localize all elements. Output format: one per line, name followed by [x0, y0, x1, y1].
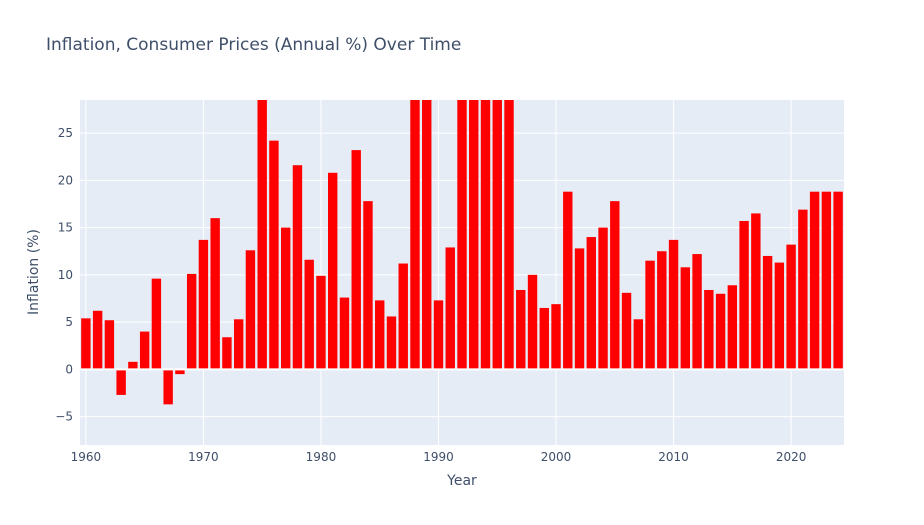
bar-1989 [422, 100, 432, 370]
chart-title: Inflation, Consumer Prices (Annual %) Ov… [46, 35, 461, 55]
bar-1961 [92, 310, 103, 370]
bar-2013 [704, 289, 714, 370]
bar-2012 [692, 254, 702, 370]
bar-1981 [328, 172, 338, 370]
bar-1985 [375, 300, 385, 370]
bar-2008 [645, 260, 655, 370]
bar-1983 [351, 150, 361, 370]
x-tick-label: 1980 [306, 450, 337, 464]
bar-1968 [175, 369, 185, 375]
bar-1974 [245, 250, 256, 370]
bar-1964 [128, 361, 138, 370]
bar-2006 [621, 292, 632, 370]
bar-2020 [786, 244, 796, 370]
y-tick-label: 25 [58, 126, 73, 140]
bar-2004 [598, 227, 608, 370]
bar-1971 [210, 218, 220, 370]
bar-1975 [257, 100, 267, 370]
bar-2018 [762, 255, 773, 370]
bar-1962 [104, 320, 115, 370]
bar-1977 [280, 227, 291, 370]
bars [81, 100, 843, 405]
bar-1980 [316, 275, 326, 370]
bar-1976 [269, 140, 279, 370]
y-tick-label: −5 [55, 410, 73, 424]
bar-1999 [539, 307, 549, 370]
y-tick-label: 10 [58, 268, 73, 282]
bar-1995 [492, 100, 502, 370]
bar-1988 [410, 100, 420, 370]
x-tick-label: 2010 [658, 450, 689, 464]
bar-2009 [657, 251, 667, 370]
y-tick-labels: −5 0 5 10 15 20 25 [55, 126, 73, 424]
bar-1987 [398, 263, 408, 370]
bar-1967 [163, 369, 173, 405]
bar-1963 [116, 369, 126, 395]
x-tick-label: 1990 [423, 450, 454, 464]
bar-2001 [563, 191, 573, 370]
x-tick-label: 1970 [188, 450, 219, 464]
bar-1960 [81, 318, 91, 370]
y-tick-label: 20 [58, 173, 73, 187]
bar-2015 [727, 285, 738, 370]
x-tick-label: 2000 [541, 450, 572, 464]
y-axis-title: Inflation (%) [26, 229, 42, 315]
bar-1966 [151, 278, 162, 370]
bar-1998 [527, 274, 538, 370]
bar-1992 [457, 100, 467, 370]
bar-1969 [186, 273, 197, 370]
bar-1978 [292, 165, 303, 370]
bar-1972 [222, 337, 232, 370]
bar-2010 [668, 239, 679, 370]
y-tick-label: 15 [58, 221, 73, 235]
bar-1996 [504, 100, 514, 370]
bar-2016 [739, 220, 749, 370]
bar-2007 [633, 319, 644, 370]
bar-2023 [821, 191, 832, 370]
x-tick-label: 1960 [71, 450, 102, 464]
bar-1965 [139, 331, 150, 370]
bar-2019 [774, 262, 785, 370]
bar-1994 [480, 100, 491, 370]
x-tick-label: 2020 [776, 450, 807, 464]
bar-1982 [339, 297, 350, 370]
bar-2005 [610, 201, 620, 370]
bar-2000 [551, 304, 561, 370]
y-tick-label: 0 [65, 362, 73, 376]
bar-2003 [586, 237, 596, 370]
bar-2014 [715, 293, 726, 370]
x-axis-title: Year [446, 473, 477, 489]
bar-1986 [386, 316, 397, 370]
bar-1997 [516, 289, 526, 370]
bar-1979 [304, 259, 314, 370]
bar-1973 [233, 319, 244, 370]
bar-2011 [680, 267, 691, 370]
bar-1970 [198, 239, 209, 370]
x-tick-labels: 1960 1970 1980 1990 2000 2010 2020 [71, 450, 807, 464]
bar-1993 [469, 100, 479, 370]
bar-2017 [751, 213, 761, 370]
bar-1991 [445, 247, 455, 370]
y-tick-label: 5 [65, 315, 73, 329]
bar-2002 [574, 248, 585, 370]
bar-2024 [833, 191, 843, 370]
bar-1990 [433, 300, 444, 370]
bar-2022 [809, 191, 820, 370]
bar-2021 [798, 209, 808, 370]
bar-1984 [363, 201, 373, 370]
